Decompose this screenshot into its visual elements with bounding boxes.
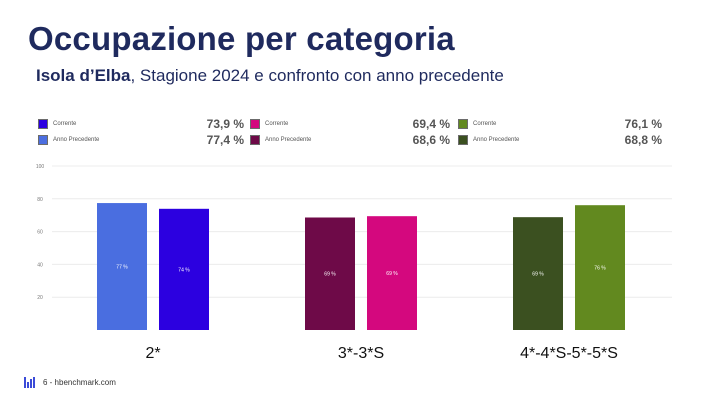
legend-value-current: 69,4 % [412,117,450,131]
subtitle-description: , Stagione 2024 e confronto con anno pre… [130,66,504,85]
legend-item-current: Corrente [458,116,496,132]
y-tick-label: 100 [36,164,45,170]
page-subtitle: Isola d’Elba, Stagione 2024 e confronto … [36,66,504,86]
legend-label: Anno Precedente [53,137,100,143]
page-title: Occupazione per categoria [28,20,455,57]
legend-label: Anno Precedente [473,137,520,143]
category-label-2star: 2* [145,345,161,362]
legend-item-current: Corrente [38,116,76,132]
y-tick-label: 40 [37,262,43,268]
legend-value-current: 76,1 % [624,117,662,131]
bar-value-label: 74 % [178,267,190,273]
bar [513,217,563,330]
legend-value-current: 73,9 % [206,117,244,131]
footer-text: 6 - hbenchmark.com [43,378,116,387]
subtitle-location: Isola d’Elba [36,66,131,85]
legend-item-previous: Anno Precedente [458,132,519,148]
legend-item-previous: Anno Precedente [38,132,99,148]
legend-value-previous: 77,4 % [206,133,244,147]
legend-value-previous: 68,6 % [412,133,450,147]
legend-item-current: Corrente [250,116,288,132]
legend-label: Anno Precedente [265,137,312,143]
bar-value-label: 69 % [324,272,336,278]
bar [305,217,355,330]
y-tick-label: 20 [37,295,43,301]
bar-value-label: 77 % [116,265,128,271]
bar-value-label: 69 % [386,271,398,277]
bar-value-label: 76 % [594,266,606,272]
category-label-3star: 3*-3*S [337,345,385,362]
legend-label: Corrente [53,121,77,127]
legend-swatch [250,119,260,129]
category-label-4star: 4*-4*S-5*-5*S [520,345,618,362]
legend-swatch [458,119,468,129]
legend-swatch [38,119,48,129]
y-tick-label: 80 [37,197,43,203]
y-tick-label: 60 [37,230,43,236]
legend-swatch [250,135,260,145]
bar [97,203,147,330]
footer: 6 - hbenchmark.com [24,377,116,388]
legend-swatch [458,135,468,145]
hbenchmark-logo-icon [24,377,35,388]
bar [575,205,625,330]
legend-label: Corrente [473,121,497,127]
legend-swatch [38,135,48,145]
bar [367,216,417,330]
legend-value-previous: 68,8 % [624,133,662,147]
bar [159,208,209,330]
legend-label: Corrente [265,121,289,127]
bar-value-label: 69 % [532,272,544,278]
legend-item-previous: Anno Precedente [250,132,311,148]
